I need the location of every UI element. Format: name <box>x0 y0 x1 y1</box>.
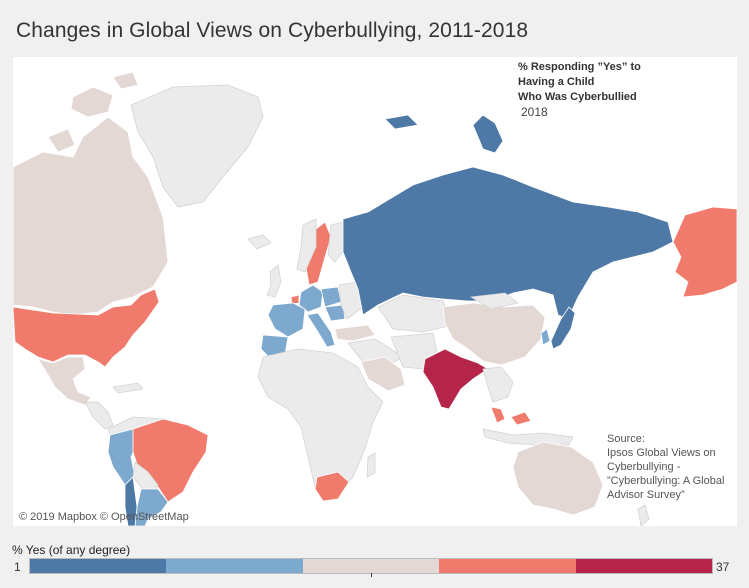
country-france[interactable] <box>267 302 306 338</box>
country-south-africa[interactable] <box>314 471 350 502</box>
color-scale-segment-3 <box>302 559 440 573</box>
country-saudi-arabia[interactable] <box>360 356 406 392</box>
color-scale-min: 1 <box>14 560 21 574</box>
region-eastern-europe[interactable] <box>338 281 364 320</box>
region-central-america[interactable] <box>84 382 144 430</box>
color-scale-max: 37 <box>716 560 730 574</box>
country-indonesia[interactable] <box>482 428 574 446</box>
region-southeast-asia[interactable] <box>482 366 514 403</box>
country-greenland[interactable] <box>130 84 264 208</box>
country-canada[interactable] <box>13 116 169 316</box>
country-canada-islands[interactable] <box>47 71 139 153</box>
country-south-korea[interactable] <box>540 328 551 346</box>
country-germany[interactable] <box>298 284 324 313</box>
color-scale-segment-5 <box>575 559 713 573</box>
country-usa[interactable] <box>13 288 160 368</box>
map-attribution[interactable]: © 2019 Mapbox © OpenStreetMap <box>19 511 189 523</box>
country-italy[interactable] <box>306 312 336 348</box>
country-hungary[interactable] <box>324 304 346 322</box>
source-label: Source: <box>607 433 645 445</box>
color-scale-segment-4 <box>439 559 576 573</box>
color-scale-segment-1 <box>30 559 167 573</box>
source-note: Source: Ipsos Global Views on Cyberbully… <box>607 432 733 502</box>
country-australia[interactable] <box>512 441 604 516</box>
country-chile[interactable] <box>124 476 138 526</box>
world-map[interactable]: % Responding ”Yes” to Having a Child Who… <box>13 57 737 526</box>
country-japan[interactable] <box>550 306 576 350</box>
country-mongolia[interactable] <box>469 292 519 310</box>
country-belgium[interactable] <box>290 294 300 305</box>
country-madagascar[interactable] <box>366 452 376 478</box>
country-china[interactable] <box>442 302 546 366</box>
country-india[interactable] <box>422 348 489 410</box>
country-malaysia[interactable] <box>490 406 532 426</box>
map-legend-line-3: Who Was Cyberbullied <box>518 91 637 103</box>
country-turkey[interactable] <box>334 324 376 342</box>
country-russia[interactable] <box>342 166 674 320</box>
map-legend-line-1: % Responding ”Yes” to <box>518 61 641 73</box>
color-scale-segment-2 <box>166 559 303 573</box>
source-text: Ipsos Global Views on Cyberbullying - ”C… <box>607 447 725 501</box>
color-scale-marker <box>371 573 372 577</box>
year-label: 2018 <box>521 105 548 119</box>
country-russia-islands[interactable] <box>384 114 504 154</box>
country-poland[interactable] <box>320 286 342 308</box>
region-central-asia[interactable] <box>377 294 454 333</box>
chart-title: Changes in Global Views on Cyberbullying… <box>16 19 529 42</box>
map-legend-title: % Responding ”Yes” to Having a Child Who… <box>518 60 641 105</box>
map-legend-line-2: Having a Child <box>518 76 595 88</box>
country-uk[interactable] <box>266 264 282 298</box>
color-scale-title: % Yes (of any degree) <box>12 543 131 557</box>
region-nordics[interactable] <box>296 218 347 273</box>
country-new-zealand[interactable] <box>637 504 650 526</box>
region-africa[interactable] <box>257 348 384 498</box>
country-usa-alaska[interactable] <box>672 206 737 298</box>
country-mexico[interactable] <box>37 356 92 406</box>
map-svg <box>13 71 737 526</box>
color-scale-bar <box>29 558 713 574</box>
country-iceland[interactable] <box>247 234 272 250</box>
